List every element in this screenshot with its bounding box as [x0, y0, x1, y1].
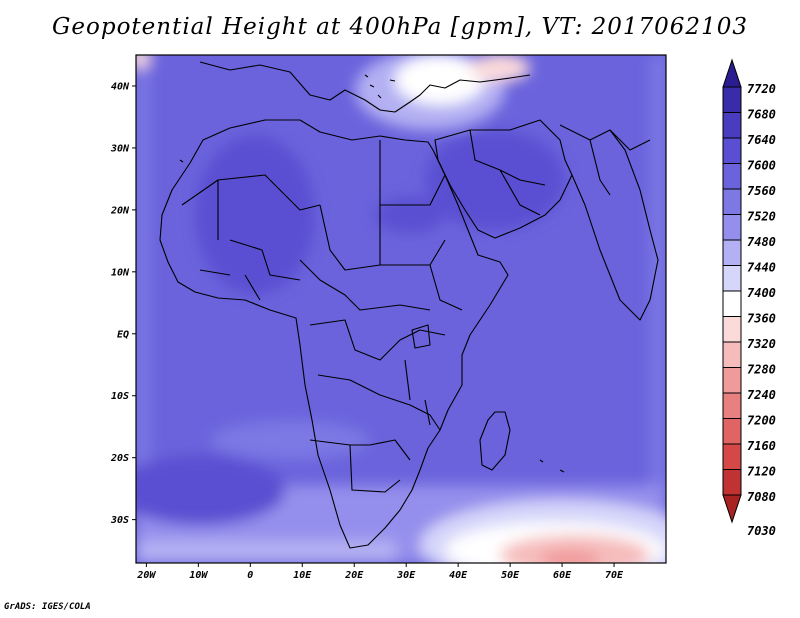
coastline-europe — [199, 61, 531, 113]
plot-area: 20W 10W 0 10E 20E 30E 40E 50E 60E 70E 40N 30N 20N 10… — [110, 54, 667, 581]
border-line-2 — [319, 140, 381, 271]
longitude-axis: 20W 10W 0 10E 20E 30E 40E 50E 60E 70E — [136, 563, 624, 581]
colorbar-label: 7240 — [747, 388, 776, 402]
lake-victoria — [411, 324, 431, 349]
colorbar-swatch — [722, 469, 742, 496]
lon-tick-label: 10E — [293, 570, 312, 581]
colorbar-swatch — [722, 239, 742, 266]
lon-tick-label: 40E — [449, 570, 468, 581]
border-line-9 — [469, 129, 546, 216]
colorbar-swatch — [722, 418, 742, 445]
lon-tick-label: 20W — [136, 570, 156, 581]
lon-tick-label: 20E — [344, 570, 364, 581]
border-line-10 — [589, 129, 651, 196]
colorbar-swatch — [722, 137, 742, 164]
grads-credit: GrADS: IGES/COLA — [4, 602, 91, 612]
field-east-edge — [650, 55, 666, 563]
lon-tick-label: 10W — [189, 570, 208, 581]
border-line-3 — [380, 174, 463, 311]
colorbar-swatch — [722, 341, 742, 368]
colorbar-swatch — [722, 163, 742, 190]
colorbar-label: 7280 — [747, 363, 776, 377]
lon-tick-label: 50E — [501, 570, 520, 581]
map-title: Geopotential Height at 400hPa [gpm], VT:… — [52, 14, 748, 40]
lat-tick-label: 10S — [111, 391, 129, 402]
border-line-5 — [309, 319, 446, 361]
madagascar — [479, 411, 511, 471]
colorbar-label: 7160 — [747, 439, 776, 453]
plot-frame — [135, 54, 667, 564]
colorbar-label: 7520 — [747, 210, 776, 224]
colorbar-swatch — [722, 392, 742, 419]
field-low-aegean — [470, 55, 530, 82]
lon-tick-label: 70E — [605, 570, 624, 581]
lon-tick-label: 30E — [396, 570, 416, 581]
colorbar-label: 7400 — [747, 286, 776, 300]
field-ridge-south — [210, 420, 370, 460]
country-boundaries — [159, 61, 659, 549]
lat-tick-label: 30S — [110, 515, 129, 526]
field-southwest-margin — [136, 540, 396, 563]
colorbar-label: 7640 — [747, 133, 776, 147]
colorbar-top-arrow — [722, 58, 742, 88]
field-west-edge — [136, 55, 150, 563]
colorbar-label: 7560 — [747, 184, 776, 198]
lat-tick-label: 20S — [110, 453, 129, 464]
coastline-africa — [159, 119, 509, 549]
field-high-sudan — [375, 197, 445, 233]
lake-tanganyika — [404, 359, 431, 426]
colorbar-bottom-arrow — [722, 494, 742, 524]
colorbar-swatch — [722, 112, 742, 139]
colorbar: 7720 7680 7640 7600 7560 7520 7480 7440 7400 7360… — [722, 58, 776, 538]
colorbar-label: 7030 — [747, 524, 776, 538]
island-cluster — [179, 74, 565, 473]
colorbar-swatch — [722, 265, 742, 292]
border-line-8 — [199, 239, 301, 301]
field-high-atlantic-south — [136, 455, 285, 525]
border-line-4 — [299, 259, 431, 311]
lon-tick-label: 0 — [247, 570, 253, 581]
colorbar-swatch — [722, 214, 742, 241]
colorbar-label: 7680 — [747, 108, 776, 122]
field-high-sahara — [195, 135, 315, 295]
colorbar-swatch — [722, 290, 742, 317]
border-line-6 — [317, 374, 441, 431]
colorbar-label: 7320 — [747, 337, 776, 351]
field-low-south-core — [500, 535, 650, 563]
latitude-axis: 40N 30N 20N 10N EQ 10S 20S 30S — [110, 81, 136, 526]
lat-tick-label: 30N — [110, 143, 130, 154]
lat-tick-label: 40N — [111, 81, 130, 92]
lat-tick-label: 10N — [111, 267, 130, 278]
lat-tick-label: EQ — [117, 329, 129, 340]
colorbar-swatch — [722, 86, 742, 113]
colorbar-label: 7440 — [747, 261, 776, 275]
height-field — [136, 55, 666, 563]
colorbar-swatch — [722, 367, 742, 394]
border-line-7 — [309, 439, 411, 493]
colorbar-swatch — [722, 188, 742, 215]
colorbar-label: 7360 — [747, 312, 776, 326]
field-high-arabia — [425, 130, 565, 230]
field-low-med — [395, 55, 485, 105]
field-low-south-deep — [540, 550, 600, 563]
colorbar-swatch — [722, 443, 742, 470]
field-low-nw-corner — [136, 55, 152, 68]
colorbar-label: 7080 — [747, 490, 776, 504]
colorbar-swatch — [722, 316, 742, 343]
colorbar-label: 7600 — [747, 159, 776, 173]
coastline-arabia — [434, 119, 573, 239]
colorbar-label: 7720 — [747, 82, 776, 96]
border-line-1 — [181, 174, 321, 240]
lon-tick-label: 60E — [553, 570, 572, 581]
colorbar-label: 7480 — [747, 235, 776, 249]
lat-tick-label: 20N — [110, 205, 130, 216]
colorbar-label: 7120 — [747, 465, 776, 479]
colorbar-label: 7200 — [747, 414, 776, 428]
